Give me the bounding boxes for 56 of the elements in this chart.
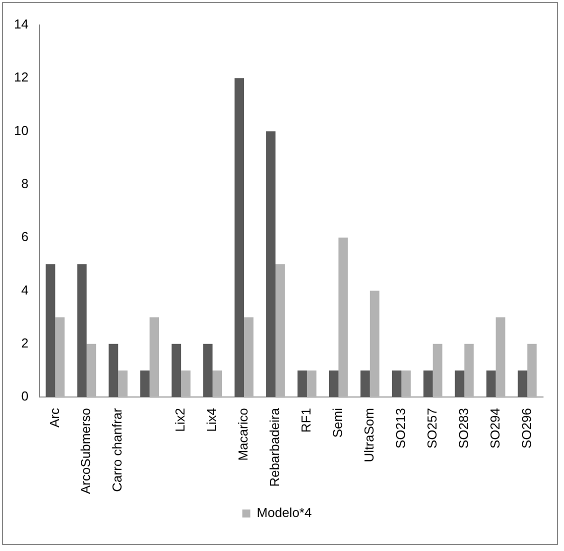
bar <box>244 317 254 398</box>
x-tick-label: SO283 <box>456 408 471 449</box>
bar <box>46 264 56 398</box>
x-tick-label: SO257 <box>424 408 440 449</box>
y-tick-label: 14 <box>14 16 28 32</box>
bar <box>518 370 528 398</box>
y-tick-label: 12 <box>14 70 28 85</box>
bar <box>203 344 213 398</box>
bar <box>338 238 348 398</box>
bar <box>432 344 442 398</box>
bar <box>266 131 276 398</box>
x-tick-label: SO294 <box>487 408 502 449</box>
bar <box>360 370 370 398</box>
bar <box>527 344 537 398</box>
x-tick-label: RF1 <box>298 408 314 433</box>
bar <box>275 264 285 398</box>
bar <box>234 78 244 398</box>
bar <box>328 370 338 398</box>
bar <box>423 370 433 398</box>
bar <box>150 317 160 398</box>
y-tick-label: 2 <box>21 335 28 350</box>
x-tick-label: SO213 <box>392 408 408 449</box>
x-tick-label: ArcoSubmerso <box>78 408 94 494</box>
x-tick-label: Lix4 <box>204 408 220 432</box>
bar <box>172 344 182 398</box>
bar <box>118 370 128 398</box>
x-tick-label: Arc <box>46 408 62 428</box>
bar <box>486 370 496 398</box>
y-tick-label: 0 <box>21 388 28 404</box>
x-tick-label: SO296 <box>518 408 534 449</box>
x-tick-label: UltraSom <box>361 408 376 462</box>
legend-label: Modelo*4 <box>256 505 312 520</box>
bar <box>77 264 87 398</box>
x-tick-label: Carro chanfrar <box>110 407 125 492</box>
bar <box>401 370 411 398</box>
x-tick-label: Semi <box>330 408 346 438</box>
bar <box>392 370 402 398</box>
bar <box>55 317 65 398</box>
y-tick-label: 6 <box>21 229 28 244</box>
bar <box>370 290 380 398</box>
bar <box>181 370 191 398</box>
x-tick-label: Lix2 <box>172 408 188 432</box>
y-tick-label: 10 <box>14 122 28 138</box>
bar <box>306 370 316 398</box>
bar <box>496 317 506 398</box>
y-tick-label: 8 <box>21 176 28 192</box>
bar <box>86 344 96 398</box>
bar <box>464 344 474 398</box>
bar <box>108 344 118 398</box>
bar <box>212 370 222 398</box>
bar <box>140 370 150 398</box>
x-tick-label: Macarico <box>236 408 251 461</box>
bar <box>298 370 307 398</box>
y-tick-label: 4 <box>21 282 28 298</box>
bar <box>454 370 464 398</box>
x-tick-label: Rebarbadeira <box>267 407 282 487</box>
